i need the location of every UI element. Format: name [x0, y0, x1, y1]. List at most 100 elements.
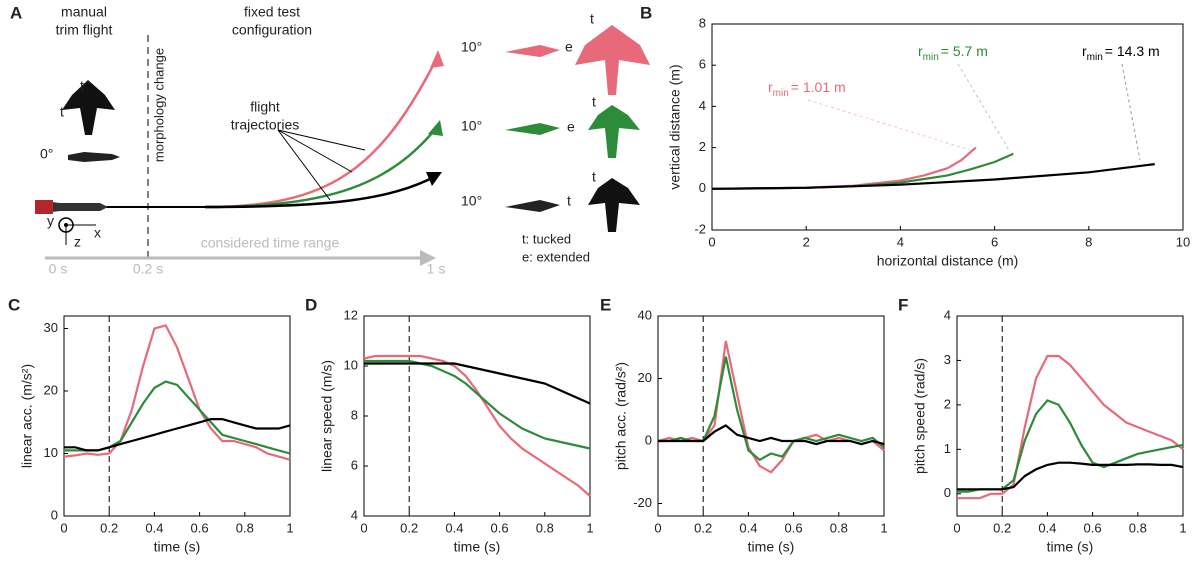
x-tick-label: 1 — [286, 520, 293, 535]
arrow-head — [428, 120, 443, 136]
wing-letter: t — [590, 11, 594, 27]
y-tick-label: -20 — [633, 495, 652, 510]
annotation-rest: = 1.01 m — [791, 79, 846, 95]
plot-frame — [63, 315, 291, 517]
x-tick-label: 0.2 — [100, 520, 118, 535]
wing-letter: t — [592, 169, 596, 185]
time-mark: 0.2 s — [133, 261, 163, 277]
config-label: fixed test — [244, 4, 300, 20]
bird-icon — [505, 45, 560, 57]
x-tick-label: 0.2 — [993, 520, 1011, 535]
y-tick-label: 30 — [44, 320, 58, 335]
y-tick-label: 20 — [44, 382, 58, 397]
y-axis-label: pitch speed (rad/s) — [912, 358, 928, 474]
annotation-arrow — [1121, 63, 1141, 161]
y-tick-label: 2 — [944, 396, 951, 411]
y-axis-label: vertical distance (m) — [667, 64, 683, 189]
y-tick-label: 1 — [944, 441, 951, 456]
y-tick-label: 20 — [638, 370, 652, 385]
plot-frame — [657, 315, 885, 517]
diagram-a — [35, 25, 650, 266]
x-tick-label: 10 — [1176, 234, 1190, 249]
x-tick-label: 0.4 — [145, 520, 163, 535]
time-mark: 1 s — [427, 261, 446, 277]
x-tick-label: 2 — [803, 234, 810, 249]
pointer — [277, 129, 331, 201]
annotation-arrow — [807, 99, 971, 151]
bird-icon — [35, 200, 108, 214]
x-tick-label: 8 — [1085, 234, 1092, 249]
x-tick-label: 0.4 — [739, 520, 757, 535]
panel-label: C — [8, 295, 20, 314]
axis-letter: x — [94, 225, 101, 241]
data-line — [64, 418, 291, 452]
wing-letter: e — [565, 39, 573, 55]
x-axis-label: horizontal distance (m) — [877, 253, 1019, 269]
bird-icon — [575, 25, 650, 95]
bird-icon — [505, 123, 560, 135]
x-tick-label: 0.8 — [1129, 520, 1147, 535]
data-line — [957, 461, 1184, 491]
y-tick-label: 10 — [44, 445, 58, 460]
y-axis-label: pitch acc. (rad/s²) — [613, 362, 629, 470]
x-tick-label: 6 — [991, 234, 998, 249]
x-tick-label: 0.6 — [491, 520, 509, 535]
wing-letter: t — [80, 78, 84, 94]
panel-label: F — [898, 295, 908, 314]
y-tick-label: 12 — [344, 307, 358, 322]
x-tick-label: 0 — [708, 234, 715, 249]
x-tick-label: 0.8 — [236, 520, 254, 535]
trajectory-label: flight — [250, 99, 280, 115]
annotation: rmin = 5.7 m — [918, 43, 988, 63]
data-line — [63, 324, 291, 461]
annotation-rest: = 5.7 m — [941, 43, 988, 59]
annotation-text: r — [768, 79, 773, 95]
pointer — [277, 129, 353, 173]
data-line — [364, 359, 591, 450]
x-tick-label: 0.8 — [536, 520, 554, 535]
y-axis-label: linear speed (m/s) — [319, 360, 335, 472]
arrow-head — [426, 172, 442, 186]
x-tick-label: 4 — [897, 234, 904, 249]
y-tick-label: 8 — [699, 15, 706, 30]
panel-label: E — [600, 295, 611, 314]
trajectory-label: trajectories — [231, 117, 299, 133]
data-line — [363, 354, 591, 497]
bird-icon — [68, 152, 120, 162]
y-tick-label: 10 — [344, 357, 358, 372]
bird-icon — [505, 200, 560, 212]
plot-frame — [711, 23, 1184, 231]
x-axis-label: time (s) — [1047, 539, 1094, 555]
panel-label: D — [305, 295, 317, 314]
bird-icon — [62, 80, 115, 135]
x-tick-label: 1 — [586, 520, 593, 535]
y-tick-label: 3 — [944, 352, 951, 367]
annotation: rmin = 1.01 m — [768, 79, 846, 99]
x-axis-label: time (s) — [154, 539, 201, 555]
arrow-head — [420, 250, 436, 266]
angle-label: 10° — [461, 39, 482, 55]
x-tick-label: 0 — [654, 520, 661, 535]
data-line — [64, 380, 291, 455]
annotation: rmin = 14.3 m — [1082, 43, 1160, 63]
y-tick-label: 0 — [645, 432, 652, 447]
data-line — [658, 424, 885, 446]
annotation-text: r — [1082, 43, 1087, 59]
annotation-sub: min — [773, 88, 789, 99]
wing-letter: t — [592, 94, 596, 110]
annotation-text: r — [918, 43, 923, 59]
x-tick-label: 0.6 — [1084, 520, 1102, 535]
x-tick-label: 0.2 — [400, 520, 418, 535]
diagram-a-text: A manual trim flight morphology change f… — [10, 3, 596, 276]
x-tick-label: 0 — [953, 520, 960, 535]
time-range-label: considered time range — [201, 235, 340, 251]
trajectory — [204, 174, 437, 209]
data-line — [957, 354, 1184, 500]
legend-text: e: extended — [522, 249, 590, 264]
bird-icon — [588, 178, 640, 232]
x-tick-label: 0.4 — [1038, 520, 1056, 535]
x-tick-label: 0 — [360, 520, 367, 535]
time-mark: 0 s — [49, 261, 68, 277]
plot-frame — [956, 315, 1184, 517]
